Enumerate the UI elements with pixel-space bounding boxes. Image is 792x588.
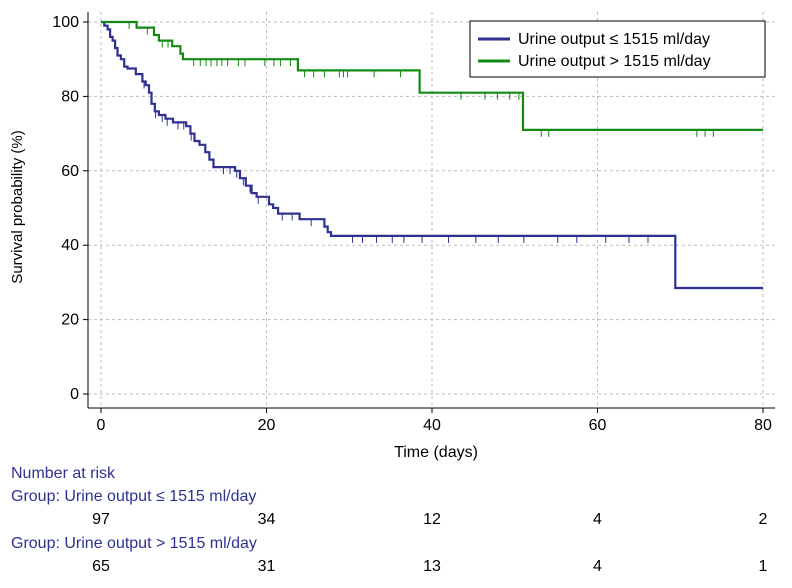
risk-count: 13 [423, 558, 441, 575]
risk-count: 4 [593, 511, 602, 528]
y-tick-label-60: 60 [61, 163, 79, 180]
axis-ticks: 0 20 40 60 80 0 20 40 60 80 100 [52, 14, 772, 434]
x-tick-label-60: 60 [589, 417, 607, 434]
series-high-urine [101, 20, 763, 137]
y-tick-label-0: 0 [70, 386, 79, 403]
survival-line-high-urine [101, 20, 763, 131]
x-tick-label-20: 20 [258, 417, 276, 434]
y-axis-title: Survival probability (%) [9, 130, 26, 283]
risk-table: Number at risk Group: Urine output ≤ 151… [11, 465, 768, 575]
y-tick-label-100: 100 [52, 14, 79, 31]
risk-count: 31 [258, 558, 276, 575]
grid-lines [88, 12, 775, 408]
risk-count: 34 [258, 511, 276, 528]
legend-box [469, 20, 766, 78]
risk-count: 12 [423, 511, 441, 528]
legend-label-low-urine: Urine output ≤ 1515 ml/day [518, 31, 710, 48]
y-tick-label-20: 20 [61, 312, 79, 329]
risk-row-high-urine: 65 31 13 4 1 [92, 558, 767, 575]
risk-row-low-urine: 97 34 12 4 2 [92, 511, 767, 528]
risk-table-title: Number at risk [11, 465, 116, 482]
series-low-urine [101, 20, 763, 290]
x-axis-title: Time (days) [394, 444, 478, 461]
x-tick-label-0: 0 [97, 417, 106, 434]
x-tick-label-40: 40 [423, 417, 441, 434]
x-tick-label-80: 80 [754, 417, 772, 434]
y-tick-label-80: 80 [61, 88, 79, 105]
risk-count: 97 [92, 511, 110, 528]
legend: Urine output ≤ 1515 ml/day Urine output … [469, 20, 766, 78]
survival-line-low-urine [101, 20, 763, 290]
risk-count: 1 [759, 558, 768, 575]
risk-count: 2 [759, 511, 768, 528]
risk-group-label-low-urine: Group: Urine output ≤ 1515 ml/day [11, 488, 256, 505]
survival-curves [101, 20, 763, 290]
y-tick-label-40: 40 [61, 237, 79, 254]
risk-count: 65 [92, 558, 110, 575]
risk-count: 4 [593, 558, 602, 575]
risk-group-label-high-urine: Group: Urine output > 1515 ml/day [11, 535, 257, 552]
legend-label-high-urine: Urine output > 1515 ml/day [518, 53, 711, 70]
